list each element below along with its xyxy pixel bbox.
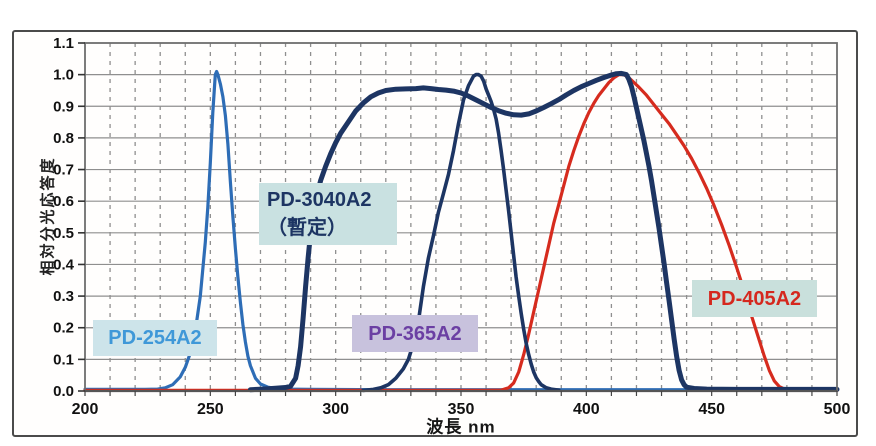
- y-tick-label: 0.6: [53, 193, 74, 210]
- y-axis-title: 相対分光応答度: [39, 156, 57, 276]
- y-tick-label: 1.1: [53, 35, 74, 52]
- x-axis-title: 波長 nm: [426, 417, 496, 437]
- x-tick-label: 450: [698, 401, 725, 418]
- x-tick-label: 300: [322, 401, 349, 418]
- series-label-PD-405A2: PD-405A2: [692, 280, 817, 317]
- y-tick-label: 0.8: [53, 130, 74, 147]
- x-tick-label: 200: [72, 401, 99, 418]
- y-tick-label: 0.3: [53, 288, 74, 305]
- y-tick-label: 1.0: [53, 67, 74, 84]
- y-tick-label: 0.7: [53, 162, 74, 179]
- y-tick-label: 0.2: [53, 320, 74, 337]
- series-label-PD-3040A2: PD-3040A2 （暫定）: [259, 183, 397, 245]
- y-tick-label: 0.0: [53, 383, 74, 400]
- y-tick-label: 0.9: [53, 98, 74, 115]
- x-tick-label: 350: [448, 401, 475, 418]
- x-tick-label: 250: [197, 401, 224, 418]
- y-tick-label: 0.1: [53, 351, 74, 368]
- series-label-PD-254A2: PD-254A2: [93, 320, 217, 356]
- y-tick-label: 0.4: [53, 256, 75, 273]
- x-tick-label: 400: [573, 401, 600, 418]
- y-tick-label: 0.5: [53, 225, 74, 242]
- x-tick-label: 500: [824, 401, 851, 418]
- series-label-PD-365A2: PD-365A2: [352, 315, 478, 352]
